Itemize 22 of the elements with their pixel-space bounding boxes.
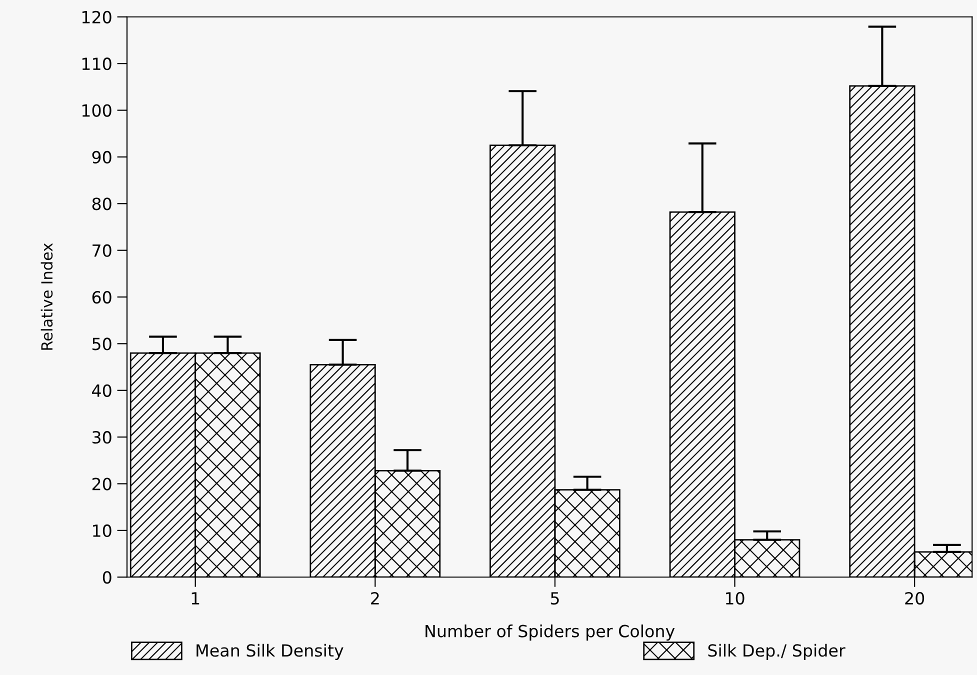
y-tick-label: 30 (92, 431, 112, 444)
y-tick-label: 10 (93, 524, 112, 538)
y-tick-label: 80 (92, 198, 112, 210)
x-tick-label: 1 (192, 592, 200, 604)
x-tick-label: 10 (726, 592, 744, 605)
y-tick-label: 120 (82, 10, 112, 24)
legend-label: Mean Silk Density (196, 644, 344, 660)
x-axis-title: Number of Spiders per Colony (426, 624, 675, 641)
y-tick-label: 110 (82, 58, 112, 70)
x-tick-label: 20 (905, 592, 924, 605)
y-tick-label: 90 (92, 150, 112, 164)
y-axis-title: Relative Index (40, 243, 53, 350)
y-tick-label: 0 (102, 571, 112, 584)
x-tick-label: 2 (371, 592, 379, 604)
y-tick-label: 40 (92, 384, 112, 397)
y-tick-label: 50 (92, 338, 112, 350)
y-tick-label: 60 (92, 290, 112, 304)
x-tick-label: 5 (550, 592, 559, 605)
legend-label: Silk Dep./ Spider (708, 644, 846, 660)
y-tick-label: 70 (92, 244, 112, 257)
y-tick-label: 20 (92, 478, 112, 490)
y-tick-label: 100 (82, 104, 112, 117)
